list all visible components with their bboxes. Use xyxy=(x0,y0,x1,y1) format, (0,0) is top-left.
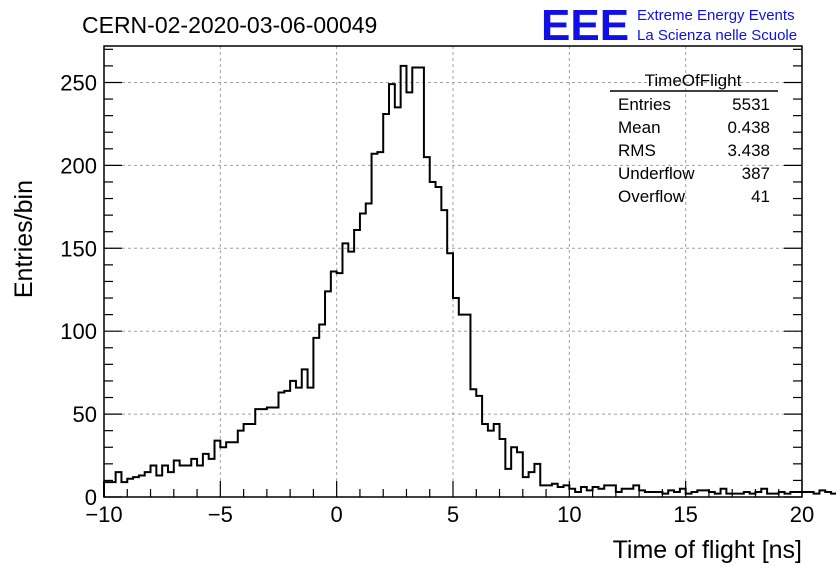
stats-value: 0.438 xyxy=(727,118,770,137)
x-tick-label: 0 xyxy=(331,502,343,527)
stats-label: Entries xyxy=(618,95,671,114)
logo-line-2: La Scienza nelle Scuole xyxy=(637,27,797,44)
x-tick-label: 20 xyxy=(790,502,814,527)
x-tick-label: −5 xyxy=(208,502,233,527)
stats-label: Mean xyxy=(618,118,661,137)
y-tick-label: 200 xyxy=(60,153,97,178)
logo-line-1: Extreme Energy Events xyxy=(637,7,795,24)
grid-lines xyxy=(104,46,802,497)
stats-value: 5531 xyxy=(732,95,770,114)
stats-box: TimeOfFlight Entries 5531 Mean 0.438 RMS 3.43… xyxy=(610,71,778,206)
y-tick-label: 100 xyxy=(60,319,97,344)
y-axis-title: Entries/bin xyxy=(10,180,38,298)
x-tick-label: 15 xyxy=(673,502,697,527)
stats-value: 41 xyxy=(751,187,770,206)
y-tick-label: 0 xyxy=(85,485,97,510)
x-tick-label: 10 xyxy=(557,502,581,527)
y-axis-tick-labels: 0 50 100 150 200 250 xyxy=(60,70,97,510)
stats-value: 3.438 xyxy=(727,141,770,160)
histogram-series xyxy=(103,64,836,497)
x-tick-label: 5 xyxy=(447,502,459,527)
y-tick-label: 150 xyxy=(60,236,97,261)
x-axis-ticks xyxy=(103,481,803,497)
stats-label: Overflow xyxy=(618,187,686,206)
y-axis-ticks xyxy=(104,48,802,498)
stats-title: TimeOfFlight xyxy=(645,71,742,90)
x-axis-title: Time of flight [ns] xyxy=(613,536,802,564)
stats-label: Underflow xyxy=(618,164,695,183)
stats-label: RMS xyxy=(618,141,656,160)
y-tick-label: 250 xyxy=(60,70,97,95)
eee-logo-mark: EEE xyxy=(541,1,629,50)
y-tick-label: 50 xyxy=(73,402,97,427)
stats-value: 387 xyxy=(742,164,770,183)
stats-rows: Entries 5531 Mean 0.438 RMS 3.438 Underflow 387… xyxy=(618,95,770,206)
run-title: CERN-02-2020-03-06-00049 xyxy=(82,12,377,38)
x-tick-label: −10 xyxy=(85,502,122,527)
x-axis-tick-labels: −10 −5 0 5 10 15 20 xyxy=(85,502,814,527)
